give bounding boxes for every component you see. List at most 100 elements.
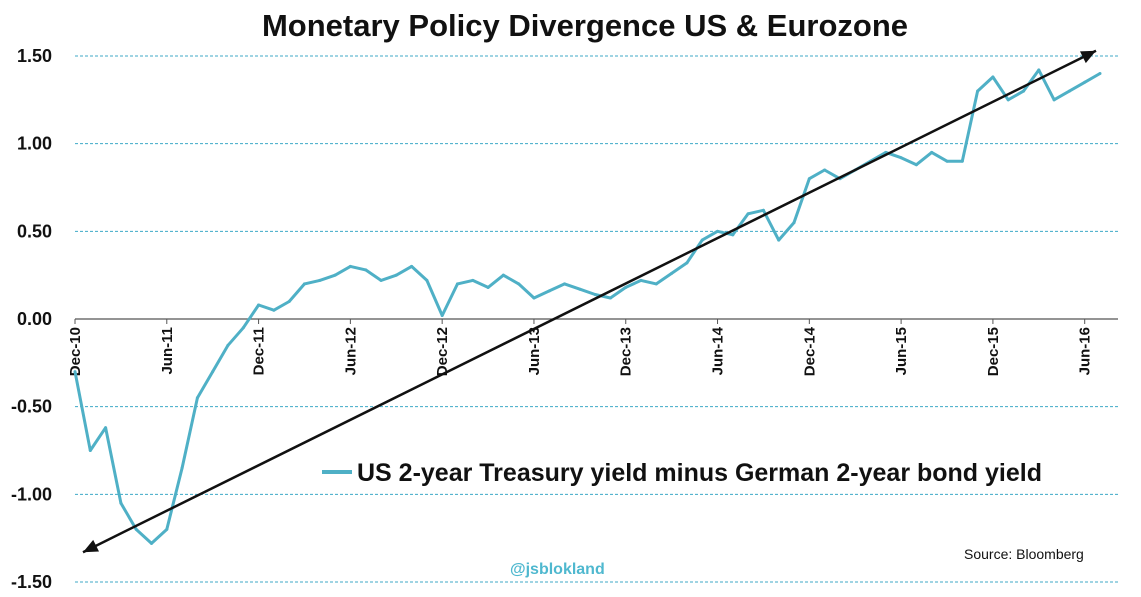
- trend-arrow: [82, 49, 1097, 554]
- data-point: [547, 289, 551, 293]
- data-point: [670, 271, 674, 275]
- x-tick-label: Dec-13: [618, 327, 635, 376]
- y-tick-label: -0.50: [11, 397, 52, 417]
- y-tick-label: -1.00: [11, 484, 52, 504]
- data-point: [165, 527, 169, 531]
- data-point: [1022, 89, 1026, 93]
- data-point: [1052, 98, 1056, 102]
- data-point: [899, 156, 903, 160]
- data-point: [364, 268, 368, 272]
- data-point: [88, 449, 92, 452]
- x-tick-label: Jun-16: [1077, 327, 1094, 375]
- data-point: [761, 208, 765, 212]
- author-handle: @jsblokland: [510, 561, 605, 578]
- data-point: [823, 168, 827, 172]
- data-point: [976, 89, 980, 93]
- x-tick-label: Jun-13: [526, 327, 543, 375]
- y-tick-label: 1.00: [17, 134, 52, 154]
- data-point: [608, 296, 612, 300]
- data-point: [455, 282, 459, 286]
- data-point: [348, 264, 352, 268]
- data-point: [226, 343, 230, 347]
- data-point: [517, 282, 521, 286]
- y-tick-label: 1.50: [17, 46, 52, 66]
- data-point: [914, 163, 918, 167]
- data-point: [945, 159, 949, 163]
- data-point: [318, 278, 322, 282]
- data-point: [104, 426, 108, 430]
- series-line: [73, 68, 1101, 545]
- x-tick-label: Dec-15: [985, 327, 1002, 376]
- x-tick-label: Jun-15: [893, 327, 910, 375]
- data-point: [731, 233, 735, 237]
- x-tick-label: Jun-11: [159, 327, 176, 375]
- data-point: [593, 292, 597, 296]
- data-point: [1006, 98, 1010, 102]
- data-point: [639, 278, 643, 282]
- data-point: [1037, 68, 1041, 72]
- data-point: [700, 238, 704, 242]
- data-point: [624, 285, 628, 289]
- data-point: [1098, 72, 1102, 76]
- gridlines: [75, 55, 1118, 583]
- data-point: [180, 466, 184, 470]
- data-point: [241, 326, 245, 330]
- chart-title: Monetary Policy Divergence US & Eurozone: [261, 8, 908, 43]
- x-tick-label: Dec-14: [801, 326, 818, 376]
- data-point: [272, 308, 276, 312]
- data-point: [1083, 80, 1087, 84]
- data-point: [394, 273, 398, 277]
- x-tick-label: Dec-12: [434, 327, 451, 376]
- trend-arrow-head-start: [83, 539, 99, 553]
- data-point: [746, 212, 750, 216]
- data-point: [578, 287, 582, 291]
- y-tick-label: -1.50: [11, 572, 52, 592]
- data-point: [777, 238, 781, 242]
- data-point: [119, 501, 123, 505]
- data-point: [73, 370, 77, 374]
- data-point: [257, 303, 261, 307]
- data-point: [471, 278, 475, 282]
- source-note: Source: Bloomberg: [964, 546, 1084, 562]
- data-point: [563, 282, 567, 286]
- data-point: [287, 299, 291, 303]
- data-point: [302, 282, 306, 286]
- data-point: [486, 285, 490, 289]
- data-point: [440, 313, 444, 317]
- data-point: [807, 177, 811, 181]
- x-tick-label: Dec-10: [67, 327, 84, 376]
- data-point: [1067, 89, 1071, 93]
- x-axis-ticks: Dec-10 Jun-11 Dec-11 Jun-12 Dec-12 Jun-13 Dec-…: [67, 326, 1094, 376]
- trend-arrow-head-end: [1080, 50, 1096, 64]
- y-axis-ticks: 1.50 1.00 0.50 0.00 -0.50 -1.00 -1.50: [11, 46, 52, 592]
- data-point: [792, 221, 796, 225]
- data-point: [960, 159, 964, 163]
- trend-arrow-line: [82, 49, 1097, 554]
- data-point: [195, 396, 199, 400]
- data-point: [211, 370, 215, 374]
- data-point: [410, 264, 414, 268]
- x-tick-label: Jun-14: [710, 326, 727, 375]
- data-point: [149, 541, 153, 545]
- data-point: [333, 273, 337, 277]
- data-point: [501, 273, 505, 277]
- x-axis: [74, 318, 1118, 324]
- data-point: [134, 527, 138, 531]
- data-point: [532, 296, 536, 300]
- data-point: [991, 75, 995, 79]
- data-point: [930, 150, 934, 154]
- data-point: [379, 278, 383, 282]
- x-tick-label: Jun-12: [342, 327, 359, 375]
- data-point: [425, 278, 429, 282]
- data-point: [654, 282, 658, 286]
- data-point: [685, 261, 689, 265]
- y-tick-label: 0.00: [17, 309, 52, 329]
- series-layer: [73, 68, 1102, 545]
- x-tick-label: Dec-11: [251, 327, 268, 375]
- legend: US 2-year Treasury yield minus German 2-…: [322, 459, 1042, 487]
- data-point: [716, 229, 720, 233]
- y-tick-label: 0.50: [17, 221, 52, 241]
- legend-label: US 2-year Treasury yield minus German 2-…: [357, 459, 1042, 487]
